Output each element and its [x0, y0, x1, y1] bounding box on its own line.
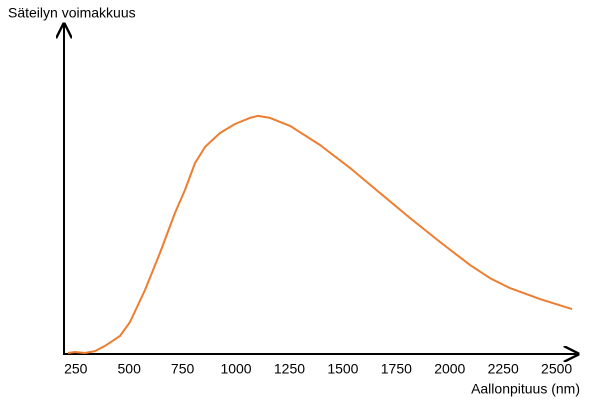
x-axis-label: Aallonpituus (nm) — [471, 381, 580, 397]
x-tick-label: 1000 — [220, 361, 251, 377]
data-line — [67, 114, 573, 354]
x-tick-label: 1250 — [274, 361, 305, 377]
y-axis-label: Säteilyn voimakkuus — [8, 5, 136, 21]
x-tick-label: 2000 — [434, 361, 465, 377]
x-tick-label: 500 — [118, 361, 142, 377]
x-tick-label: 1750 — [381, 361, 412, 377]
x-tick-label: 2250 — [488, 361, 519, 377]
x-tick-label: 2500 — [541, 361, 572, 377]
x-tick-label: 250 — [64, 361, 88, 377]
x-tick-label: 750 — [171, 361, 195, 377]
x-tick-label: 1500 — [327, 361, 358, 377]
